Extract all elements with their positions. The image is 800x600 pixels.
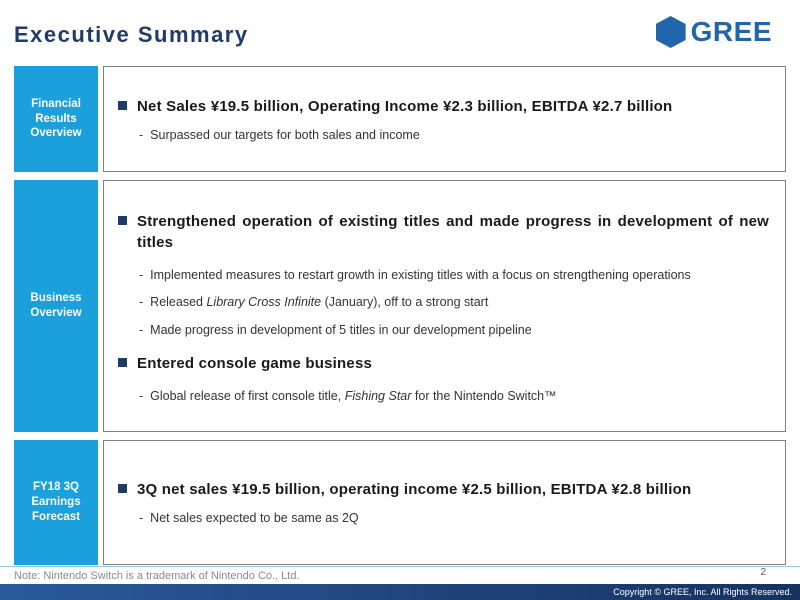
page-title: Executive Summary xyxy=(14,22,249,47)
section-content-financial-results: Net Sales ¥19.5 billion, Operating Incom… xyxy=(103,66,786,172)
square-bullet-icon xyxy=(118,215,127,225)
bullet-text: Net Sales ¥19.5 billion, Operating Incom… xyxy=(137,97,673,115)
sub-item-text: Implemented measures to restart growth i… xyxy=(150,267,691,282)
sub-text-segment: for the Nintendo Switch™ xyxy=(411,389,557,403)
gree-hexagon-icon xyxy=(655,16,686,48)
bullet-item: 3Q net sales ¥19.5 billion, operating in… xyxy=(118,479,769,500)
sub-item: Implemented measures to restart growth i… xyxy=(139,267,769,285)
sub-item: Released Library Cross Infinite (January… xyxy=(139,294,769,312)
sub-item: Global release of first console title, F… xyxy=(139,388,769,406)
bullet-text: 3Q net sales ¥19.5 billion, operating in… xyxy=(137,481,692,499)
sub-item-text: Net sales expected to be same as 2Q xyxy=(150,511,359,526)
square-bullet-icon xyxy=(118,100,127,110)
gree-logo: GREE xyxy=(655,16,772,48)
sub-item-text: Made progress in development of 5 titles… xyxy=(150,322,532,337)
slide-header: Executive Summary GREE xyxy=(14,16,786,64)
section-earnings-forecast: FY18 3Q Earnings Forecast 3Q net sales ¥… xyxy=(14,440,786,565)
bullet-item: Net Sales ¥19.5 billion, Operating Incom… xyxy=(118,96,769,117)
sub-item-text: Released Library Cross Infinite (January… xyxy=(150,294,769,312)
sections: Financial Results Overview Net Sales ¥19… xyxy=(14,66,786,565)
copyright-bar: Copyright © GREE, Inc. All Rights Reserv… xyxy=(0,584,800,600)
section-label-earnings-forecast: FY18 3Q Earnings Forecast xyxy=(14,440,98,565)
bullet-text: Strengthened operation of existing title… xyxy=(137,212,769,251)
title-name-italic: Fishing Star xyxy=(344,389,412,403)
section-financial-results: Financial Results Overview Net Sales ¥19… xyxy=(14,66,786,172)
square-bullet-icon xyxy=(118,358,127,367)
sub-text-segment: Released xyxy=(150,295,207,309)
footnote: Note: Nintendo Switch is a trademark of … xyxy=(14,570,300,582)
gree-logo-text: GREE xyxy=(690,16,772,47)
sub-item: Surpassed our targets for both sales and… xyxy=(139,127,769,145)
section-label-financial-results: Financial Results Overview xyxy=(14,66,98,172)
title-name-italic: Library Cross Infinite xyxy=(206,295,322,309)
section-label-business-overview: Business Overview xyxy=(14,180,98,432)
footer-divider xyxy=(0,566,800,567)
sub-item: Net sales expected to be same as 2Q xyxy=(139,510,769,528)
sub-item-text: Surpassed our targets for both sales and… xyxy=(150,127,420,142)
section-business-overview: Business Overview Strengthened operation… xyxy=(14,180,786,432)
sub-text-segment: Global release of first console title, xyxy=(150,389,345,403)
sub-item-text: Global release of first console title, F… xyxy=(150,388,769,406)
bullet-text: Entered console game business xyxy=(137,355,373,372)
section-content-earnings-forecast: 3Q net sales ¥19.5 billion, operating in… xyxy=(103,440,786,565)
section-content-business-overview: Strengthened operation of existing title… xyxy=(103,180,786,432)
page-number: 2 xyxy=(760,567,766,578)
sub-text-segment: (January), off to a strong start xyxy=(321,295,489,309)
bullet-item: Strengthened operation of existing title… xyxy=(118,211,769,253)
square-bullet-icon xyxy=(118,484,127,494)
sub-item: Made progress in development of 5 titles… xyxy=(139,322,769,340)
bullet-item: Entered console game business xyxy=(118,353,769,374)
